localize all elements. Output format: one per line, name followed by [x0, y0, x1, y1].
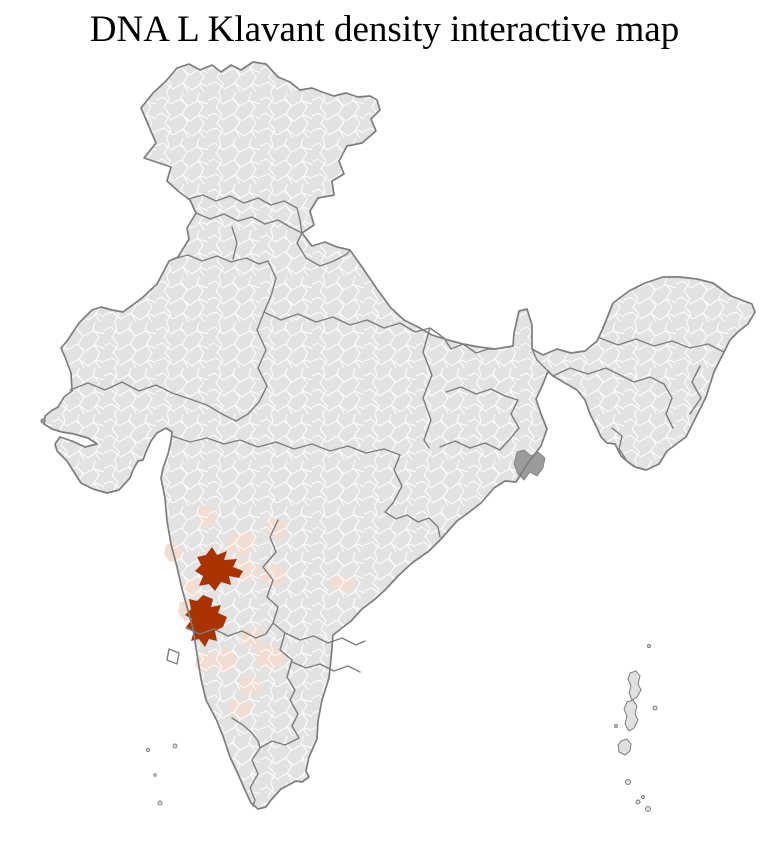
page-title: DNA L Klavant density interactive map — [89, 9, 680, 50]
district-high-2[interactable] — [185, 595, 227, 647]
lakshadweep-islands[interactable] — [145, 743, 178, 806]
india-outline — [43, 61, 756, 810]
high-density-districts[interactable] — [185, 547, 243, 647]
district-high-1[interactable] — [195, 547, 243, 591]
state-borders — [69, 194, 725, 807]
kutch-islet — [40, 418, 46, 424]
andaman-nicobar-islands[interactable] — [614, 644, 658, 812]
district-mesh — [44, 62, 755, 809]
